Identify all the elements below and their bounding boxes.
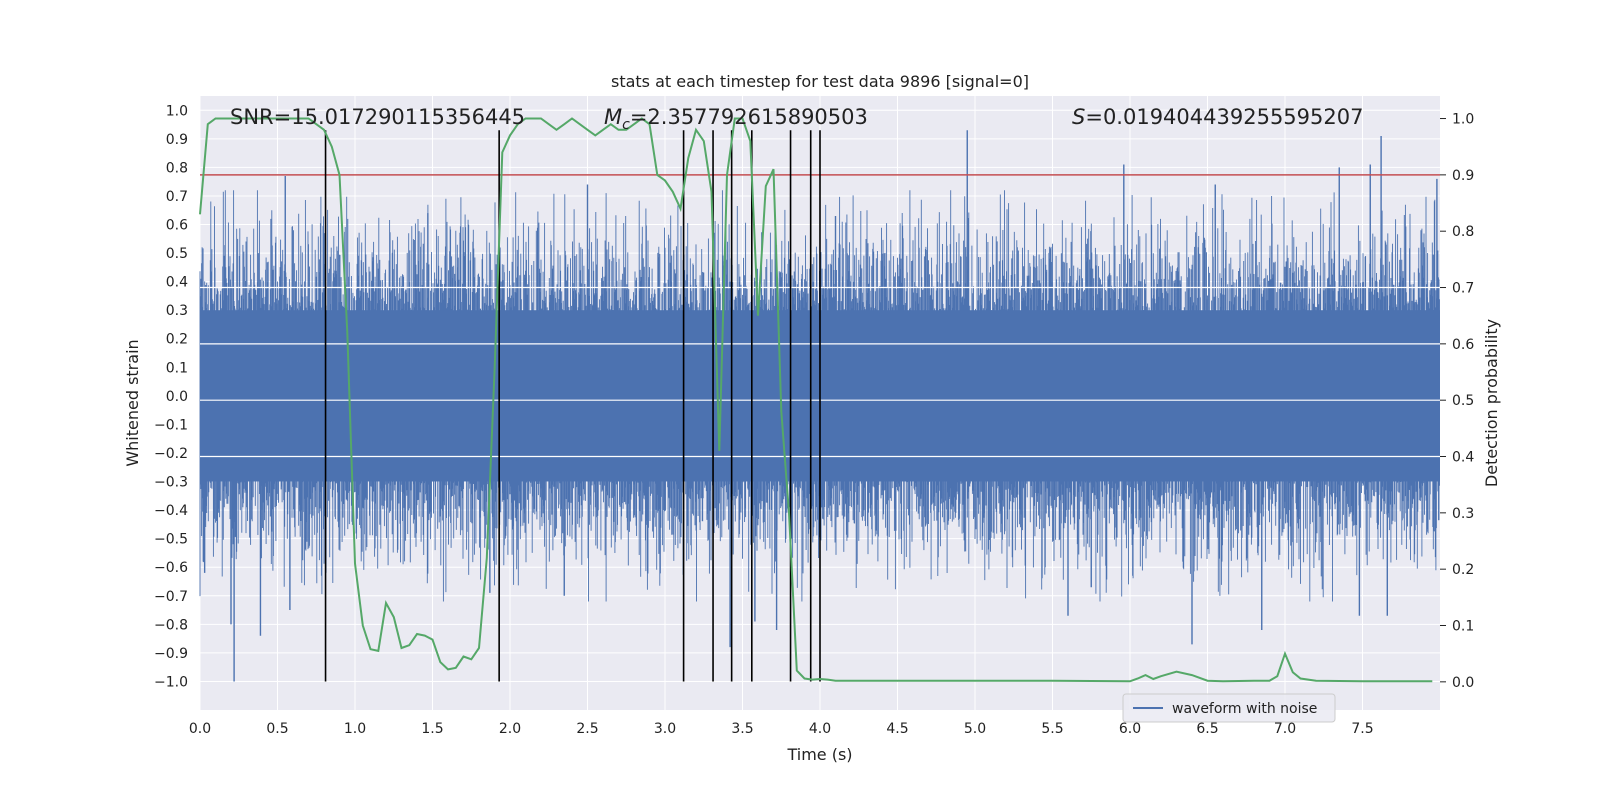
y-tick-label-16: −0.6: [154, 560, 188, 576]
legend-label: waveform with noise: [1172, 701, 1317, 717]
x-tick-label-10: 5.0: [964, 721, 986, 737]
chart-title: stats at each timestep for test data 989…: [611, 72, 1029, 91]
spin-symbol: S: [1072, 105, 1085, 129]
y-axis-right-label: Detection probability: [1482, 319, 1501, 487]
x-tick-label-14: 7.0: [1274, 721, 1296, 737]
y-right-tick-label-3: 0.7: [1452, 281, 1474, 297]
y-tick-label-14: −0.4: [154, 503, 188, 519]
legend: waveform with noise: [1122, 693, 1336, 723]
y-tick-label-6: 0.4: [166, 275, 188, 291]
x-tick-label-15: 7.5: [1351, 721, 1373, 737]
y-tick-label-2: 0.8: [166, 160, 188, 176]
x-tick-label-11: 5.5: [1041, 721, 1063, 737]
snr-annotation: SNR=15.017290115356445: [230, 105, 525, 129]
x-tick-label-8: 4.0: [809, 721, 831, 737]
chirp-mass-value: =2.357792615890503: [630, 105, 868, 129]
tick-labels: 0.0 0.5 1.0 1.5 2.0 2.5 3.0 3.5 4.0 4.5 5.0 5.5 6.0 6…: [154, 103, 1474, 737]
y-right-tick-label-9: 0.1: [1452, 619, 1474, 635]
y-tick-label-7: 0.3: [166, 303, 188, 319]
x-tick-label-7: 3.5: [731, 721, 753, 737]
y-tick-label-17: −0.7: [154, 589, 188, 605]
x-tick-label-2: 1.0: [344, 721, 366, 737]
y-tick-label-9: 0.1: [166, 360, 188, 376]
chirp-mass-annotation: Mc=2.357792615890503: [604, 105, 868, 133]
y-tick-label-12: −0.2: [154, 446, 188, 462]
y-tick-label-3: 0.7: [166, 189, 188, 205]
y-tick-label-15: −0.5: [154, 532, 188, 548]
y-tick-label-1: 0.9: [166, 132, 188, 148]
chirp-mass-symbol: M: [604, 105, 622, 129]
y-right-tick-label-8: 0.2: [1452, 562, 1474, 578]
y-right-tick-label-6: 0.4: [1452, 450, 1474, 466]
y-tick-label-5: 0.5: [166, 246, 188, 262]
x-tick-label-1: 0.5: [266, 721, 288, 737]
spin-value: =0.019404439255595207: [1085, 105, 1363, 129]
y-tick-label-8: 0.2: [166, 332, 188, 348]
probability-line: [199, 117, 1433, 683]
x-tick-label-9: 4.5: [886, 721, 908, 737]
event-markers: [324, 130, 821, 682]
y-tick-label-20: −1.0: [154, 674, 188, 690]
x-tick-label-12: 6.0: [1119, 721, 1141, 737]
y-right-tick-label-1: 0.9: [1452, 168, 1474, 184]
x-tick-label-0: 0.0: [189, 721, 211, 737]
spin-annotation: S=0.019404439255595207: [1072, 105, 1363, 129]
y-tick-label-11: −0.1: [154, 417, 188, 433]
y-tick-label-13: −0.3: [154, 475, 188, 491]
chirp-mass-subscript: c: [622, 117, 630, 133]
y-right-tick-label-4: 0.6: [1452, 337, 1474, 353]
x-tick-label-13: 6.5: [1196, 721, 1218, 737]
x-axis-label: Time (s): [786, 745, 852, 764]
y-right-tick-label-10: 0.0: [1452, 675, 1474, 691]
probability-series: [199, 117, 1433, 683]
y-right-tick-label-5: 0.5: [1452, 393, 1474, 409]
x-tick-label-4: 2.0: [499, 721, 521, 737]
x-tick-label-5: 2.5: [576, 721, 598, 737]
x-tick-label-6: 3.0: [654, 721, 676, 737]
x-tick-label-3: 1.5: [421, 721, 443, 737]
y-right-tick-label-2: 0.8: [1452, 224, 1474, 240]
y-tick-label-4: 0.6: [166, 218, 188, 234]
y-tick-label-0: 1.0: [166, 103, 188, 119]
y-tick-label-10: 0.0: [166, 389, 188, 405]
legend-box: [1122, 693, 1336, 723]
y-axis-label: Whitened strain: [123, 339, 142, 466]
y-right-tick-label-0: 1.0: [1452, 112, 1474, 128]
y-right-tick-label-7: 0.3: [1452, 506, 1474, 522]
y-tick-label-18: −0.8: [154, 617, 188, 633]
y-tick-label-19: −0.9: [154, 646, 188, 662]
